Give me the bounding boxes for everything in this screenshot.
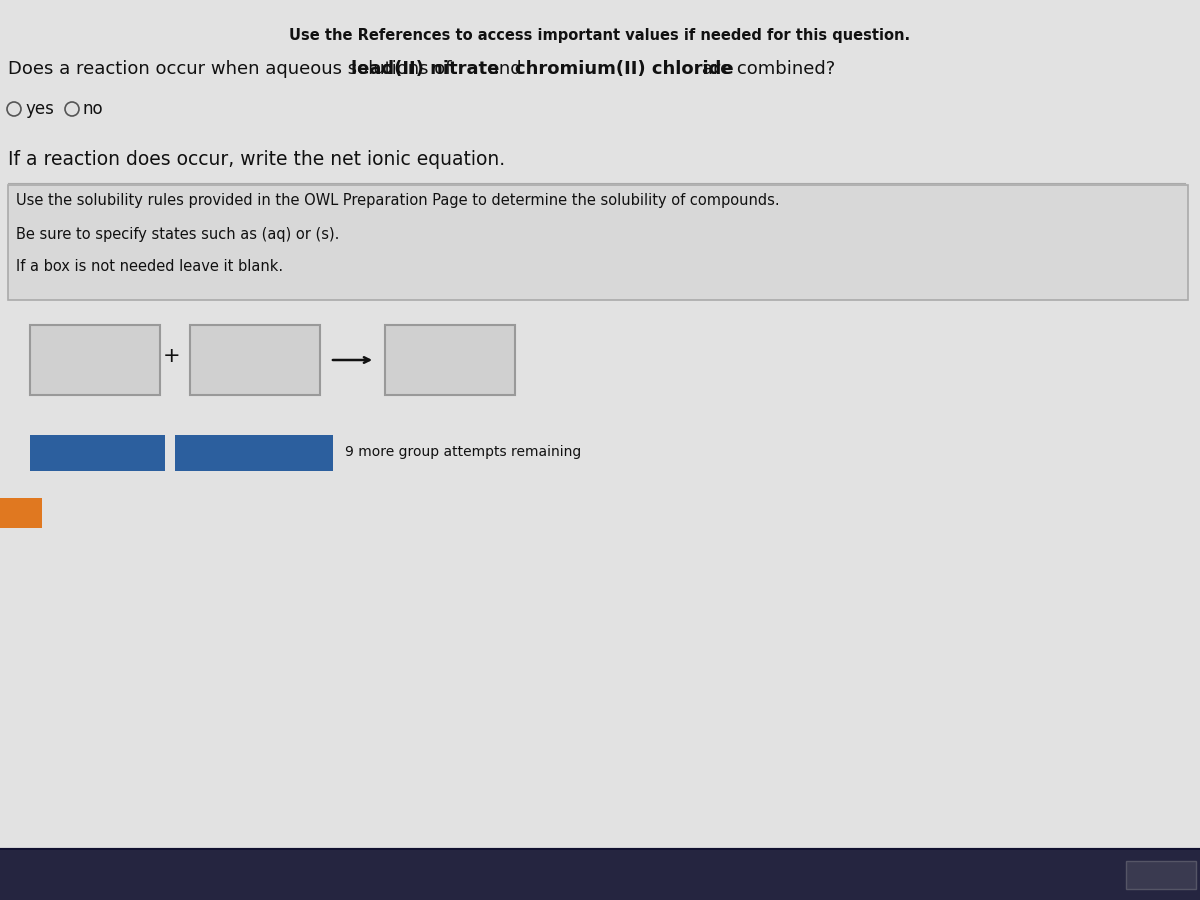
Text: are combined?: are combined? — [696, 60, 835, 78]
FancyBboxPatch shape — [1126, 861, 1196, 889]
Text: chromium(II) chloride: chromium(II) chloride — [515, 60, 733, 78]
Text: Submit Answer: Submit Answer — [35, 445, 160, 460]
Text: ❬ Previous: ❬ Previous — [950, 867, 1028, 883]
Text: Use the References to access important values if needed for this question.: Use the References to access important v… — [289, 28, 911, 43]
FancyBboxPatch shape — [0, 850, 1200, 900]
Text: Use the solubility rules provided in the OWL Preparation Page to determine the s: Use the solubility rules provided in the… — [16, 193, 780, 208]
Text: yes: yes — [25, 100, 54, 118]
Text: Does a reaction occur when aqueous solutions of: Does a reaction occur when aqueous solut… — [8, 60, 457, 78]
Text: lead(II) nitrate: lead(II) nitrate — [352, 60, 499, 78]
Text: Next ❭: Next ❭ — [1060, 867, 1111, 883]
Circle shape — [65, 102, 79, 116]
Text: Be sure to specify states such as (aq) or (s).: Be sure to specify states such as (aq) o… — [16, 227, 340, 242]
FancyBboxPatch shape — [0, 498, 42, 528]
Text: If a box is not needed leave it blank.: If a box is not needed leave it blank. — [16, 259, 283, 274]
FancyBboxPatch shape — [30, 325, 160, 395]
FancyBboxPatch shape — [30, 435, 166, 471]
FancyBboxPatch shape — [175, 435, 332, 471]
Text: +: + — [163, 346, 181, 366]
Text: 9 more group attempts remaining: 9 more group attempts remaining — [346, 445, 581, 459]
FancyBboxPatch shape — [8, 185, 1188, 300]
Text: no: no — [83, 100, 103, 118]
Text: ed: ed — [12, 507, 30, 519]
Text: If a reaction does occur, write the net ionic equation.: If a reaction does occur, write the net … — [8, 150, 505, 169]
Text: Save and E: Save and E — [1128, 868, 1194, 881]
Circle shape — [7, 102, 22, 116]
FancyBboxPatch shape — [385, 325, 515, 395]
Text: and: and — [482, 60, 528, 78]
Text: Retry Entire Group: Retry Entire Group — [176, 445, 331, 460]
FancyBboxPatch shape — [190, 325, 320, 395]
